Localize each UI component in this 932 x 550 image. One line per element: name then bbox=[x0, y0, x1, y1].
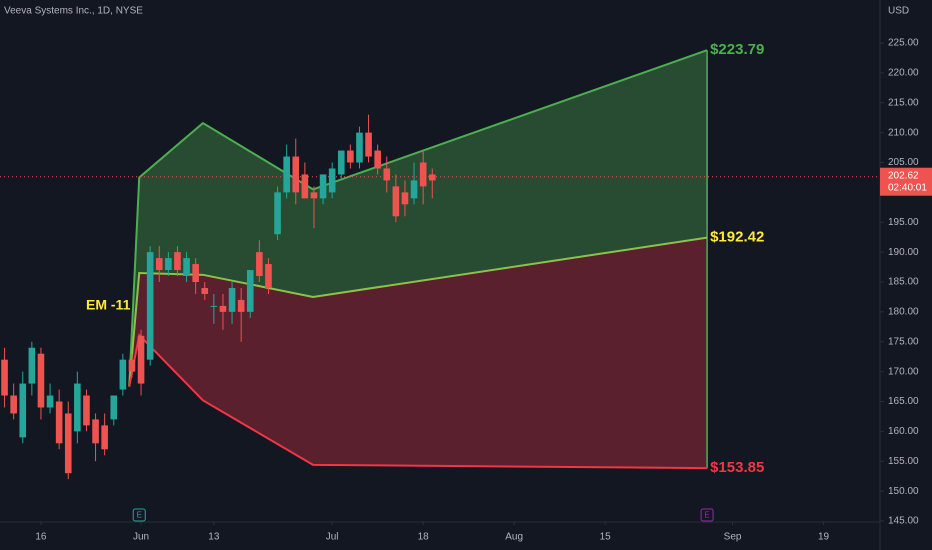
candle-body bbox=[219, 305, 227, 312]
y-tick-label: 155.00 bbox=[888, 456, 919, 467]
y-tick-label: 225.00 bbox=[888, 38, 919, 49]
candle-body bbox=[347, 150, 354, 163]
candle-body bbox=[201, 287, 209, 294]
countdown: 02:40:01 bbox=[888, 182, 927, 193]
x-tick-label: 18 bbox=[418, 532, 430, 543]
lower-label: $153.85 bbox=[710, 459, 764, 476]
y-tick-label: 195.00 bbox=[888, 217, 919, 228]
candle-body bbox=[155, 258, 163, 271]
candle-body bbox=[92, 419, 99, 444]
x-tick-label: Sep bbox=[724, 532, 742, 543]
candle-body bbox=[10, 395, 17, 414]
candle-body bbox=[146, 252, 154, 360]
y-tick-label: 160.00 bbox=[888, 426, 919, 437]
candle-body bbox=[301, 174, 309, 199]
x-tick-label: 19 bbox=[818, 532, 830, 543]
middle-label: $192.42 bbox=[710, 229, 764, 246]
candle-body bbox=[401, 192, 409, 205]
middle-line bbox=[128, 236, 708, 387]
candle-body bbox=[265, 264, 272, 288]
candle-body bbox=[74, 383, 81, 432]
candle-body bbox=[419, 162, 427, 187]
currency: USD bbox=[888, 6, 909, 17]
candle-body bbox=[165, 258, 172, 271]
y-tick-label: 165.00 bbox=[888, 396, 919, 407]
y-tick-label: 150.00 bbox=[888, 486, 919, 497]
candle-body bbox=[237, 299, 245, 312]
candle-body bbox=[374, 150, 381, 169]
chart-title: Veeva Systems Inc., 1D, NYSE bbox=[4, 6, 143, 17]
candle-body bbox=[183, 258, 190, 277]
candle-body bbox=[228, 287, 236, 312]
candle-body bbox=[356, 132, 363, 163]
x-tick-label: Jul bbox=[326, 532, 339, 543]
lower-line bbox=[128, 333, 708, 470]
candle-body bbox=[28, 347, 36, 384]
event-marker bbox=[132, 508, 146, 522]
candle-body bbox=[101, 425, 108, 450]
event-label: E bbox=[137, 511, 142, 520]
candle-body bbox=[337, 150, 345, 175]
x-tick-label: 15 bbox=[600, 532, 612, 543]
candle-body bbox=[283, 156, 290, 193]
y-tick-label: 220.00 bbox=[888, 68, 919, 79]
candle-body bbox=[192, 264, 199, 282]
y-tick-label: 185.00 bbox=[888, 277, 919, 288]
candle-body bbox=[428, 174, 436, 181]
x-tick-label: Jun bbox=[133, 532, 149, 543]
y-tick-label: 175.00 bbox=[888, 336, 919, 347]
candle-body bbox=[19, 383, 27, 438]
y-tick-label: 170.00 bbox=[888, 366, 919, 377]
y-tick-label: 210.00 bbox=[888, 127, 919, 138]
em-annotation: EM -11 bbox=[86, 297, 131, 313]
upper-line bbox=[128, 49, 708, 387]
candle-body bbox=[246, 270, 254, 312]
candle-body bbox=[174, 252, 181, 271]
candle-body bbox=[292, 156, 300, 193]
candle-body bbox=[128, 359, 136, 372]
x-tick-label: 16 bbox=[35, 532, 47, 543]
candle-body bbox=[64, 413, 72, 474]
y-tick-label: 215.00 bbox=[888, 97, 919, 108]
candle-body bbox=[410, 180, 418, 199]
candle-body bbox=[392, 186, 400, 217]
upper-label: $223.79 bbox=[710, 41, 764, 58]
last-price-label: 202.62 bbox=[888, 170, 919, 181]
candle-body bbox=[83, 395, 90, 426]
last-price-tag bbox=[880, 167, 932, 196]
candle-body bbox=[328, 168, 336, 193]
y-tick-label: 145.00 bbox=[888, 516, 919, 527]
event-label: E bbox=[704, 511, 709, 520]
lower-area bbox=[129, 237, 708, 469]
candle-body bbox=[46, 395, 54, 408]
candle-body bbox=[319, 174, 327, 199]
candle-body bbox=[365, 132, 372, 157]
candle-body bbox=[210, 305, 218, 307]
x-tick-label: 13 bbox=[208, 532, 220, 543]
y-tick-label: 180.00 bbox=[888, 307, 919, 318]
candle-body bbox=[256, 252, 263, 277]
candle-body bbox=[310, 192, 318, 199]
candle-body bbox=[137, 335, 145, 384]
candle-body bbox=[37, 353, 45, 408]
event-marker bbox=[700, 508, 714, 522]
candle-body bbox=[119, 359, 127, 390]
candle-body bbox=[274, 192, 281, 235]
y-tick-label: 205.00 bbox=[888, 157, 919, 168]
candle-body bbox=[110, 395, 118, 420]
upper-area bbox=[129, 50, 708, 387]
candle-body bbox=[55, 401, 63, 444]
x-tick-label: Aug bbox=[505, 532, 523, 543]
candle-body bbox=[383, 168, 391, 181]
y-tick-label: 190.00 bbox=[888, 247, 919, 258]
candle-body bbox=[1, 359, 8, 396]
